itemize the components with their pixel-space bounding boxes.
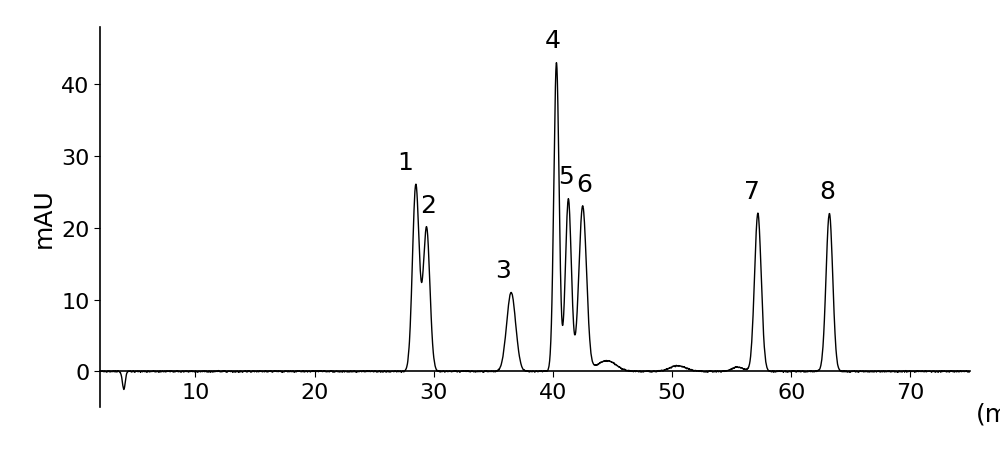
- Y-axis label: mAU: mAU: [32, 188, 56, 247]
- Text: 7: 7: [744, 179, 760, 203]
- Text: 2: 2: [420, 194, 436, 218]
- Text: 6: 6: [576, 172, 592, 196]
- Text: (min): (min): [976, 401, 1000, 425]
- Text: 8: 8: [819, 179, 835, 203]
- Text: 1: 1: [397, 150, 413, 175]
- Text: 4: 4: [545, 29, 561, 53]
- Text: 5: 5: [558, 165, 574, 189]
- Text: 3: 3: [495, 258, 511, 282]
